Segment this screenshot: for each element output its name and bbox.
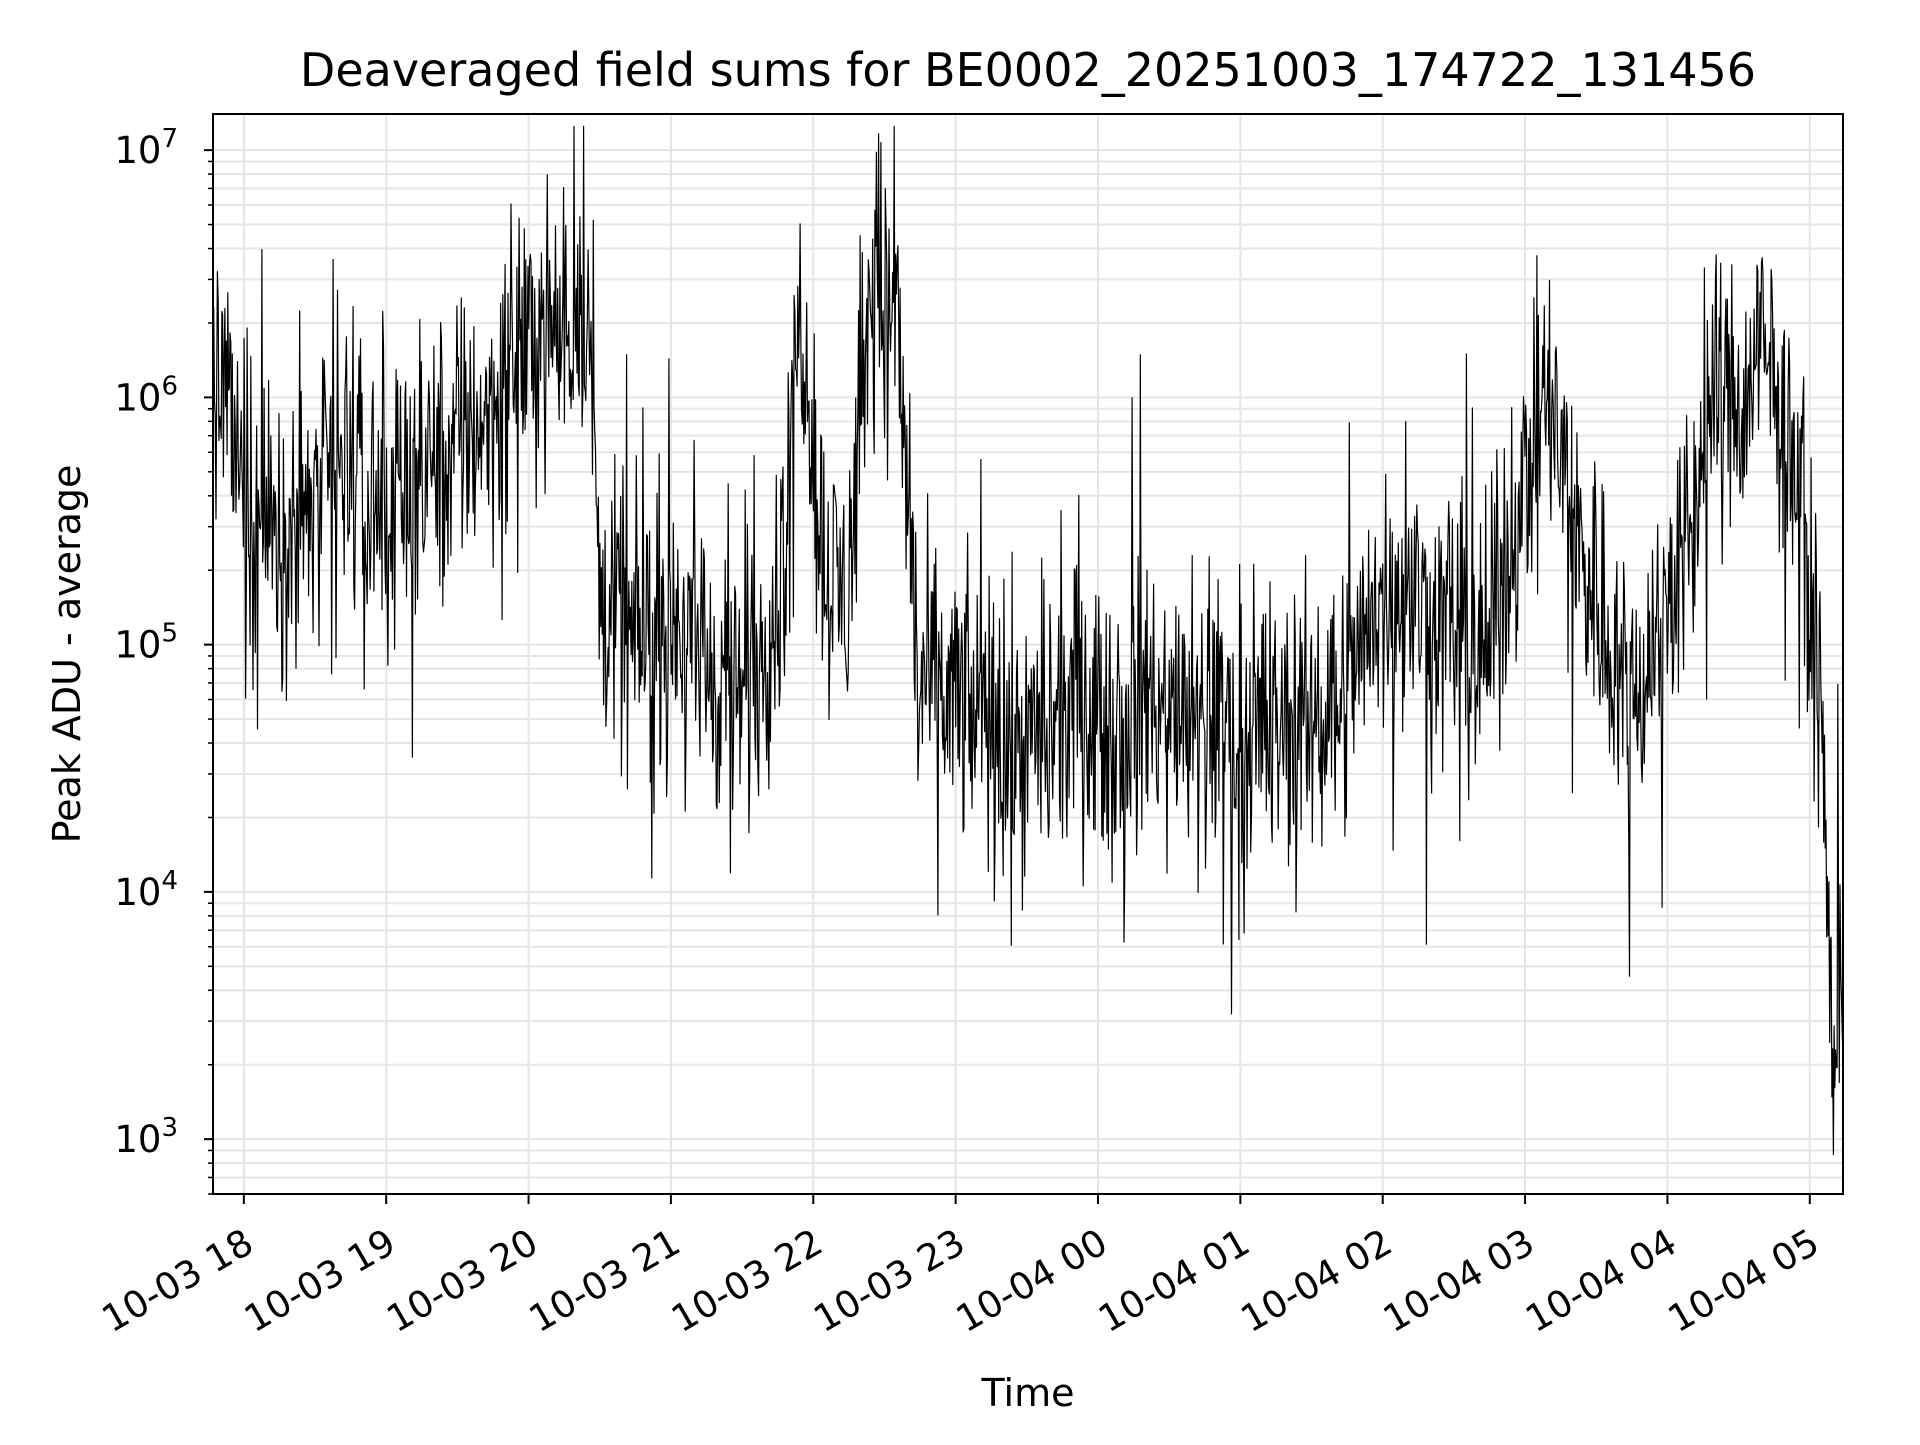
x-axis-label: Time — [981, 1371, 1075, 1415]
chart-title: Deaveraged field sums for BE0002_2025100… — [300, 43, 1756, 97]
y-axis-ticks: 103 104 105 106 107 — [114, 124, 213, 1195]
y-tick-label: 104 — [114, 866, 178, 914]
minor-gridlines — [213, 160, 1843, 1195]
y-tick-label: 105 — [114, 619, 178, 667]
y-tick-label: 106 — [114, 371, 178, 419]
y-tick-label: 107 — [114, 124, 178, 172]
y-tick-label: 103 — [114, 1113, 178, 1161]
y-axis-label: Peak ADU - average — [45, 465, 89, 844]
series-line — [212, 125, 1844, 1156]
plot-frame — [212, 113, 1844, 1195]
